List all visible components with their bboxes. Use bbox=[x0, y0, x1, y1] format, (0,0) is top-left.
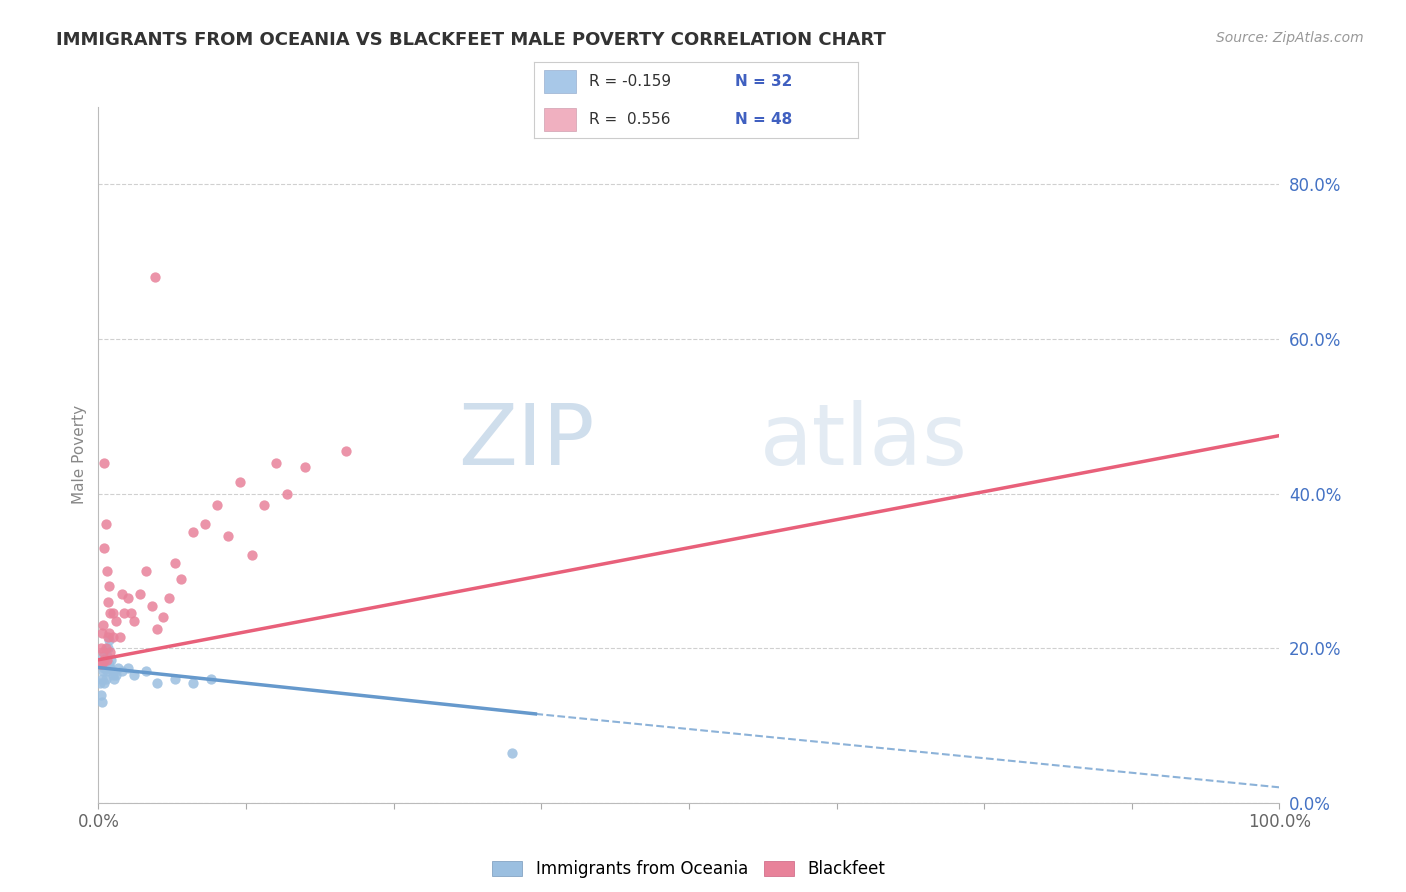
Bar bbox=[544, 70, 576, 93]
Point bbox=[98, 633, 121, 648]
Point bbox=[91, 657, 114, 671]
Point bbox=[217, 529, 239, 543]
Point bbox=[152, 610, 174, 624]
Point bbox=[98, 660, 121, 674]
Point bbox=[94, 672, 117, 686]
Point bbox=[101, 668, 124, 682]
Point bbox=[264, 456, 287, 470]
Point bbox=[93, 676, 115, 690]
Point bbox=[111, 665, 134, 679]
Point bbox=[101, 607, 124, 621]
Point bbox=[135, 564, 157, 578]
Point bbox=[122, 614, 145, 628]
Point bbox=[276, 486, 298, 500]
Point bbox=[107, 660, 129, 674]
Point bbox=[98, 625, 121, 640]
Point bbox=[135, 665, 157, 679]
Point bbox=[181, 676, 204, 690]
Point bbox=[111, 587, 134, 601]
Point bbox=[91, 648, 114, 663]
Point bbox=[165, 556, 187, 570]
Point bbox=[93, 653, 115, 667]
Point bbox=[91, 645, 114, 659]
Point bbox=[108, 630, 131, 644]
Text: R = -0.159: R = -0.159 bbox=[589, 74, 672, 89]
Point bbox=[170, 572, 193, 586]
Point bbox=[101, 630, 124, 644]
Point bbox=[91, 618, 114, 632]
Point bbox=[90, 688, 112, 702]
Point bbox=[294, 459, 316, 474]
Point bbox=[94, 653, 117, 667]
Y-axis label: Male Poverty: Male Poverty bbox=[72, 405, 87, 505]
Point bbox=[194, 517, 217, 532]
Point bbox=[200, 672, 222, 686]
Point bbox=[229, 475, 252, 489]
Point bbox=[105, 668, 128, 682]
Text: Source: ZipAtlas.com: Source: ZipAtlas.com bbox=[1216, 31, 1364, 45]
Point bbox=[122, 668, 145, 682]
Point bbox=[101, 665, 124, 679]
Point bbox=[91, 625, 114, 640]
Legend: Immigrants from Oceania, Blackfeet: Immigrants from Oceania, Blackfeet bbox=[485, 854, 893, 885]
Point bbox=[98, 657, 121, 671]
Point bbox=[97, 641, 120, 656]
Point bbox=[93, 456, 115, 470]
Point bbox=[94, 641, 117, 656]
Text: N = 32: N = 32 bbox=[735, 74, 792, 89]
Point bbox=[91, 672, 114, 686]
Point bbox=[97, 630, 120, 644]
Point bbox=[240, 549, 263, 563]
Point bbox=[100, 653, 122, 667]
Point bbox=[117, 591, 139, 605]
Text: R =  0.556: R = 0.556 bbox=[589, 112, 671, 127]
Point bbox=[141, 599, 163, 613]
Point bbox=[335, 444, 357, 458]
Point bbox=[91, 695, 114, 709]
Point bbox=[93, 660, 115, 674]
Point bbox=[97, 660, 120, 674]
Point bbox=[253, 498, 276, 512]
Point bbox=[105, 614, 128, 628]
Text: IMMIGRANTS FROM OCEANIA VS BLACKFEET MALE POVERTY CORRELATION CHART: IMMIGRANTS FROM OCEANIA VS BLACKFEET MAL… bbox=[56, 31, 886, 49]
Point bbox=[96, 648, 118, 663]
Point bbox=[96, 564, 118, 578]
Bar bbox=[544, 108, 576, 130]
Point bbox=[96, 665, 118, 679]
Point bbox=[96, 653, 118, 667]
Point bbox=[143, 270, 166, 285]
Point bbox=[146, 622, 169, 636]
Point bbox=[103, 672, 125, 686]
Point bbox=[205, 498, 228, 512]
Point bbox=[90, 641, 112, 656]
Text: N = 48: N = 48 bbox=[735, 112, 792, 127]
Point bbox=[94, 517, 117, 532]
Point bbox=[157, 591, 180, 605]
Point bbox=[165, 672, 187, 686]
Point bbox=[89, 676, 111, 690]
Point bbox=[97, 595, 120, 609]
Text: ZIP: ZIP bbox=[458, 400, 595, 483]
Point bbox=[98, 607, 121, 621]
Point bbox=[501, 746, 523, 760]
Point bbox=[117, 660, 139, 674]
Point bbox=[121, 607, 143, 621]
Point bbox=[112, 607, 135, 621]
Text: atlas: atlas bbox=[759, 400, 967, 483]
Point bbox=[91, 665, 114, 679]
Point bbox=[89, 657, 111, 671]
Point bbox=[181, 525, 204, 540]
Point bbox=[146, 676, 169, 690]
Point bbox=[98, 645, 121, 659]
Point bbox=[93, 541, 115, 555]
Point bbox=[98, 579, 121, 593]
Point bbox=[128, 587, 150, 601]
